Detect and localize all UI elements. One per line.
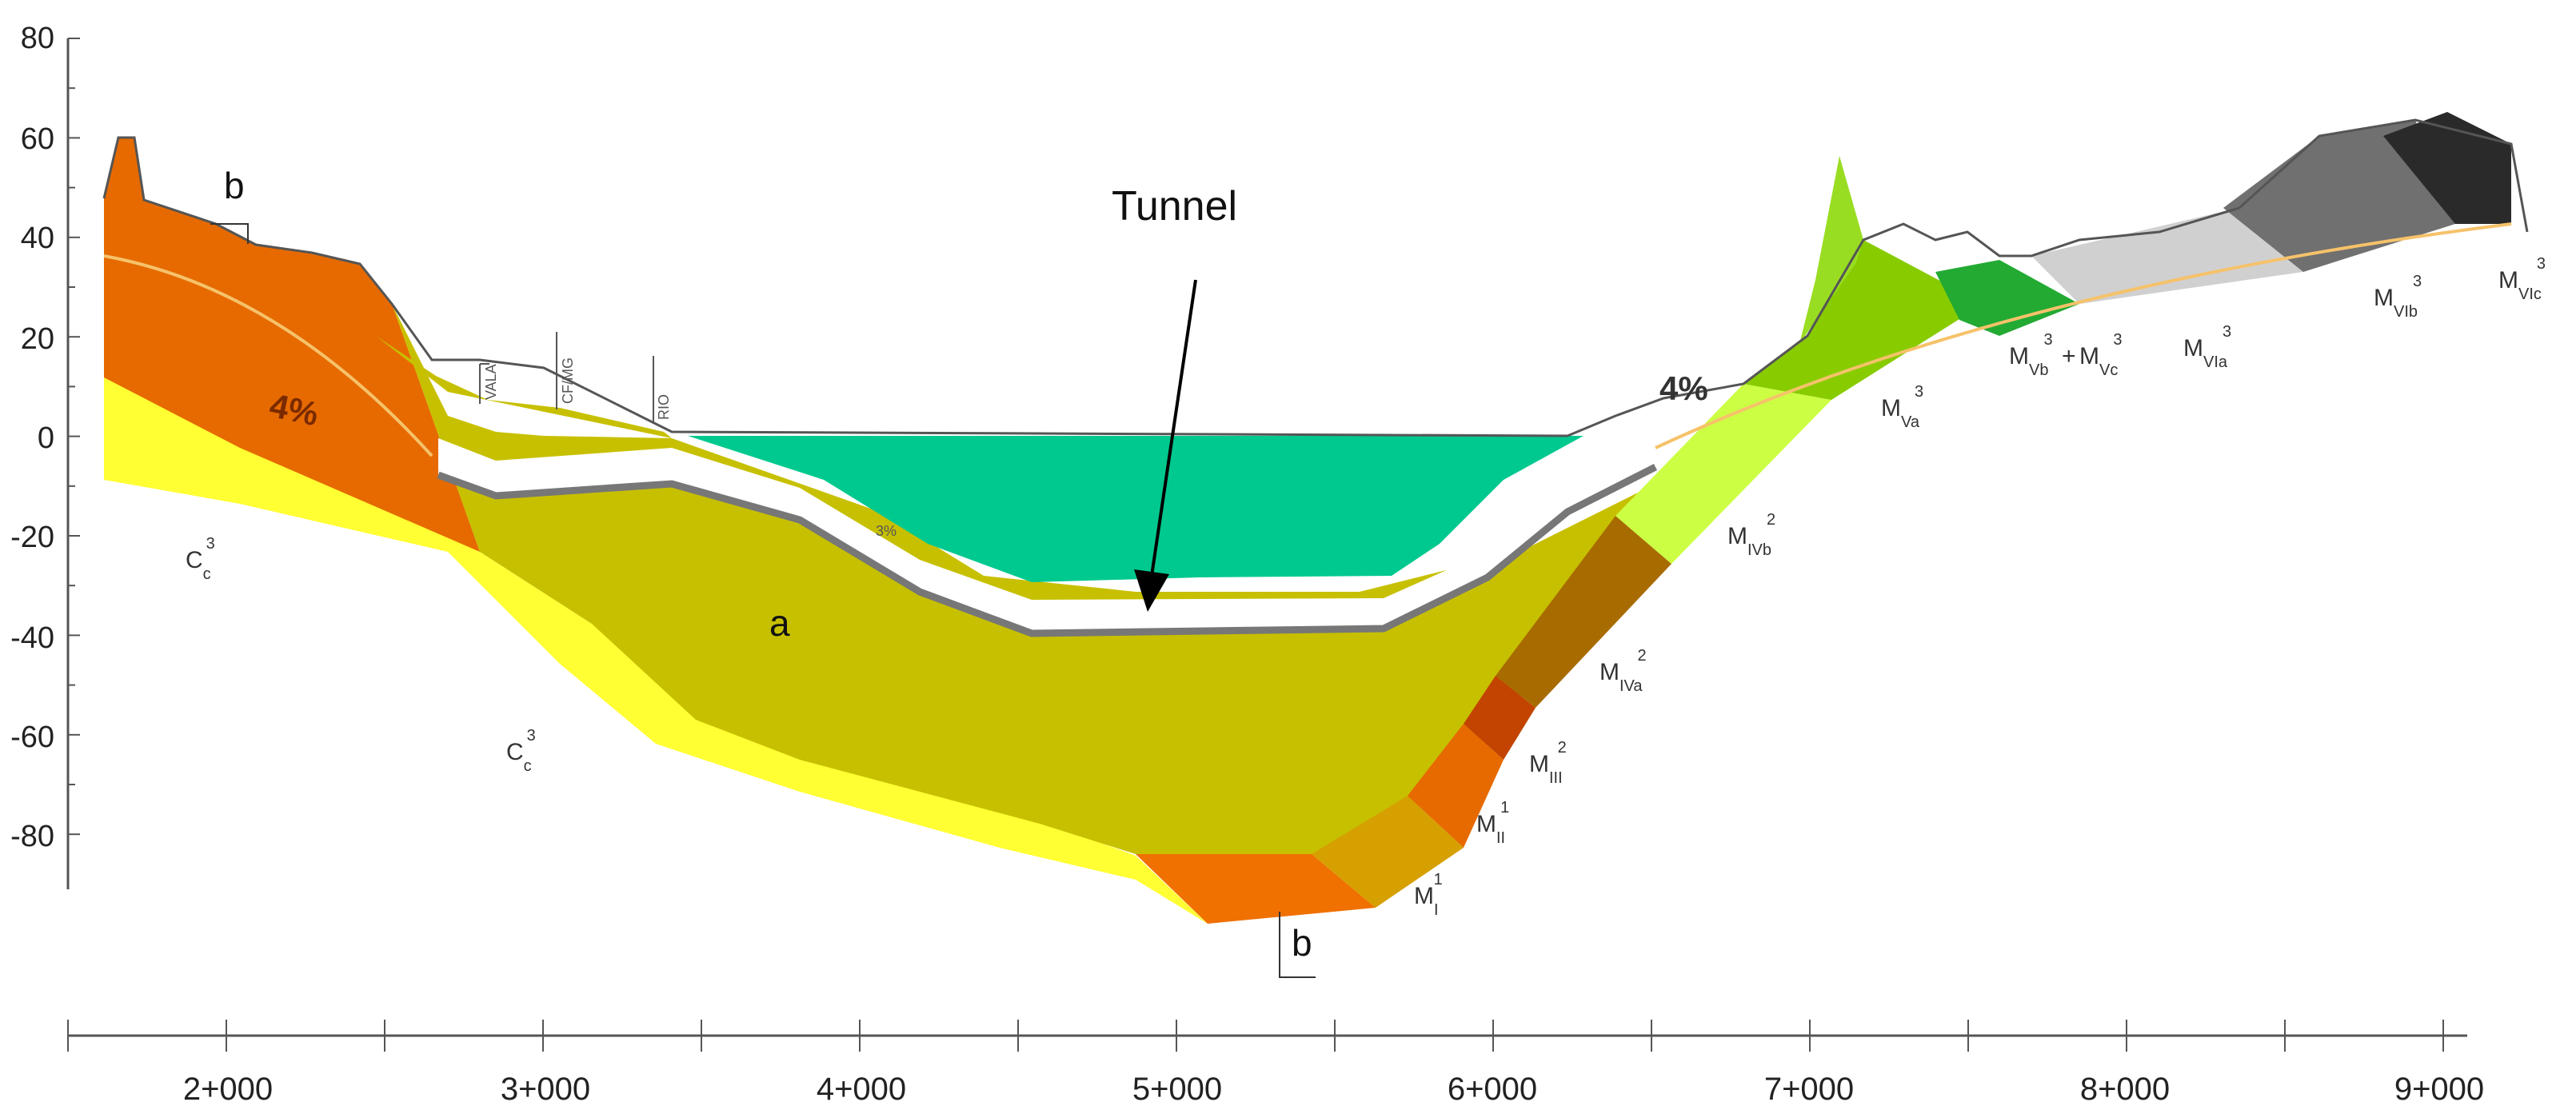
y-tick-label: 80 (21, 22, 54, 55)
svg-text:MII1: MII1 (1476, 799, 1509, 847)
svg-text:MVa3: MVa3 (1881, 383, 1923, 431)
design-grade-line (103, 254, 433, 457)
tunnel-band (438, 438, 1655, 633)
tunnel-arrow-shaft (1150, 279, 1197, 577)
geology-unit-label: MVc3 (2079, 331, 2122, 379)
y-axis-tick-labels: 80 60 40 20 0 -20 -40 -60 -80 (10, 22, 54, 853)
svg-text:MIVb2: MIVb2 (1727, 511, 1775, 559)
x-tick-label: 2+000 (183, 1072, 273, 1107)
tunnel-arrow-head (1134, 569, 1169, 612)
unit-m1-1 (1312, 796, 1464, 908)
unit-m6c-3 (2383, 112, 2511, 224)
geology-unit-label: MI1 (1414, 871, 1443, 919)
x-tick-label: 4+000 (817, 1072, 906, 1107)
design-grade-line-2 (1655, 222, 2512, 449)
geology-unit-label: MVIb3 (2374, 273, 2422, 321)
svg-text:MVb3: MVb3 (2009, 331, 2053, 379)
y-tick-label: -40 (10, 621, 54, 655)
unit-labels: 4% 4% 3% a b b Cc3 Cc3 MI1 MII1 MIII2 MI… (186, 165, 2546, 978)
geology-unit-label: MII1 (1476, 799, 1509, 847)
y-axis: 80 60 40 20 0 -20 -40 -60 -80 (10, 22, 80, 889)
geology-unit-label: MVa3 (1881, 383, 1923, 431)
y-tick-label: -20 (10, 521, 54, 554)
unit-m2-1 (1408, 724, 1504, 848)
tunnel-label: Tunnel (1112, 183, 1237, 230)
svg-text:MI1: MI1 (1414, 871, 1443, 919)
geology-unit-label: MVIa3 (2183, 323, 2231, 371)
unit-b-orange-bottom (1136, 854, 1376, 924)
unit-m6b-3 (2223, 120, 2455, 272)
survey-mark-label: VALA (483, 364, 499, 400)
unit-b-orange-left (104, 138, 480, 552)
svg-text:MVIa3: MVIa3 (2183, 323, 2231, 371)
water-body (688, 436, 1584, 582)
geology-unit-label: MIVb2 (1727, 511, 1775, 559)
svg-text:MVIc3: MVIc3 (2498, 255, 2546, 303)
slope-label-right: 4% (1659, 369, 1708, 407)
geology-layers (104, 112, 2511, 924)
y-tick-label: 20 (21, 322, 54, 356)
unit-m4b-2 (1615, 384, 1831, 564)
unit-b-label: b (1292, 922, 1312, 964)
unit-m6a-3 (2031, 208, 2303, 304)
x-tick-label: 3+000 (501, 1072, 590, 1107)
svg-text:MIII2: MIII2 (1529, 739, 1567, 787)
slope-label-center: 3% (876, 523, 897, 539)
x-tick-label: 9+000 (2394, 1072, 2484, 1107)
unit-a-label: a (769, 602, 790, 644)
geology-unit-label: MIVa2 (1600, 647, 1647, 695)
unit-m4a-2 (1496, 516, 1671, 708)
y-tick-label: 0 (38, 421, 54, 455)
survey-mark-label: RIO (656, 394, 672, 420)
unit-m5a-3 (1743, 240, 1983, 400)
svg-text:MVc3: MVc3 (2079, 331, 2122, 379)
tunnel-callout: Tunnel (1112, 183, 1237, 612)
svg-text:Cc3: Cc3 (186, 535, 215, 583)
svg-text:Cc3: Cc3 (506, 727, 536, 775)
geology-unit-label: Cc3 (506, 727, 536, 775)
y-tick-label: 60 (21, 122, 54, 156)
survey-mark-label: CF/MG (560, 357, 576, 404)
geology-unit-label: MVIc3 (2498, 255, 2546, 303)
unit-a-olive-upper (376, 336, 672, 438)
x-tick-label: 8+000 (2080, 1072, 2170, 1107)
y-tick-label: -80 (10, 820, 54, 853)
x-axis: 2+000 3+000 4+000 5+000 6+000 7+000 8+00… (67, 1020, 2484, 1107)
unit-m5a-3-peak (1799, 156, 1863, 344)
unit-m5bc-3 (1935, 260, 2079, 336)
ground-surface (102, 118, 2529, 457)
y-tick-label: -60 (10, 721, 54, 754)
geology-unit-label: Cc3 (186, 535, 215, 583)
survey-marks: VALA CF/MG RIO (479, 332, 672, 424)
y-tick-label: 40 (21, 222, 54, 255)
svg-text:MIVa2: MIVa2 (1600, 647, 1647, 695)
unit-a-olive (392, 304, 1647, 856)
plus-sign: + (2062, 343, 2076, 369)
unit-m3-2 (1464, 676, 1536, 760)
x-axis-tick-labels: 2+000 3+000 4+000 5+000 6+000 7+000 8+00… (183, 1072, 2484, 1107)
x-tick-label: 7+000 (1764, 1072, 1854, 1107)
x-tick-label: 6+000 (1448, 1072, 1537, 1107)
geology-unit-label: MIII2 (1529, 739, 1567, 787)
geology-unit-label: MVb3 (2009, 331, 2053, 379)
x-tick-label: 5+000 (1132, 1072, 1222, 1107)
unit-b-label: b (224, 165, 245, 206)
svg-text:MVIb3: MVIb3 (2374, 273, 2422, 321)
tunnel-lining (437, 463, 1658, 637)
